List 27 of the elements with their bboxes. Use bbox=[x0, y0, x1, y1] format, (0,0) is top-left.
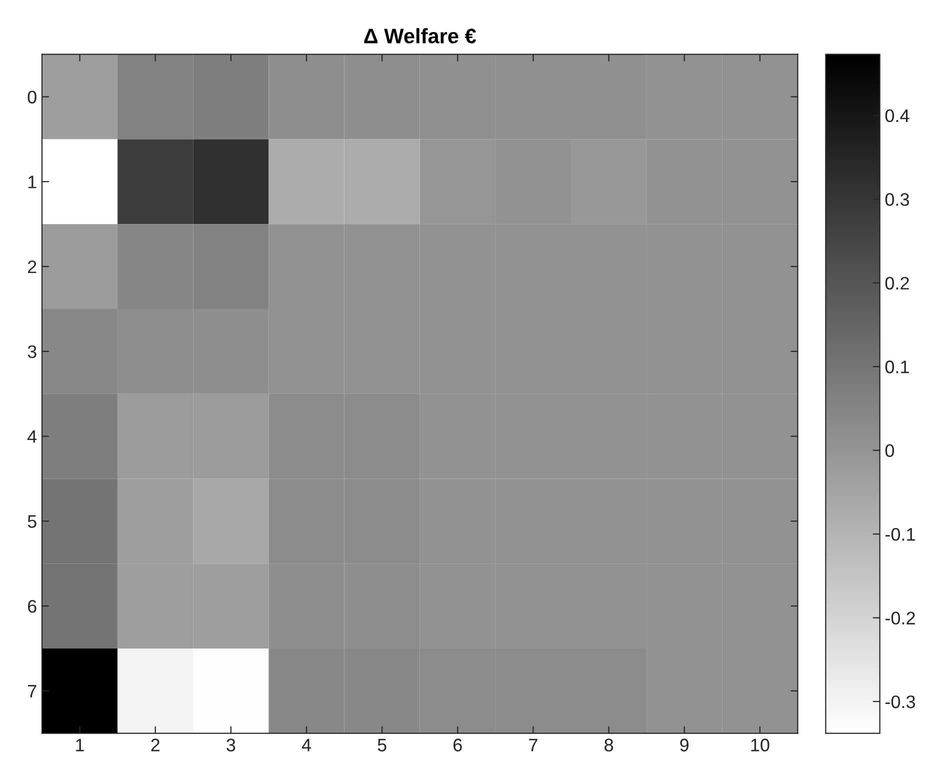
x-tick-label: 4 bbox=[302, 738, 311, 752]
y-tick-label: 3 bbox=[28, 345, 36, 358]
x-tick-label: 10 bbox=[751, 738, 770, 752]
x-tick-label: 8 bbox=[604, 738, 614, 752]
color-bar-label: 0.3 bbox=[885, 193, 909, 206]
y-tick-label: 6 bbox=[28, 600, 36, 613]
y-tick-label: 0 bbox=[28, 90, 36, 104]
color-bar-label: 0.4 bbox=[885, 109, 910, 122]
x-tick-label: 7 bbox=[529, 738, 538, 752]
y-tick-label: 2 bbox=[28, 260, 36, 274]
x-tick-label: 3 bbox=[226, 738, 236, 752]
x-tick-label: 1 bbox=[76, 738, 84, 752]
y-tick-label: 7 bbox=[28, 685, 36, 698]
x-tick-label: 5 bbox=[378, 738, 386, 752]
x-tick-label: 2 bbox=[151, 738, 160, 752]
y-tick-label: 1 bbox=[28, 176, 36, 188]
x-tick-label: 9 bbox=[680, 738, 689, 752]
y-tick-label: 4 bbox=[28, 430, 37, 443]
chart-title: Δ Welfare € bbox=[364, 28, 476, 44]
color-bar-label: -0.2 bbox=[885, 612, 915, 624]
color-bar-label: 0 bbox=[885, 444, 894, 458]
color-bar-label: 0.1 bbox=[885, 360, 909, 374]
color-bar-label: -0.3 bbox=[885, 695, 915, 708]
y-tick-label: 5 bbox=[28, 515, 36, 528]
x-tick-label: 6 bbox=[454, 738, 462, 752]
color-bar-label: 0.2 bbox=[885, 276, 909, 290]
color-bar-label: -0.1 bbox=[885, 528, 915, 541]
